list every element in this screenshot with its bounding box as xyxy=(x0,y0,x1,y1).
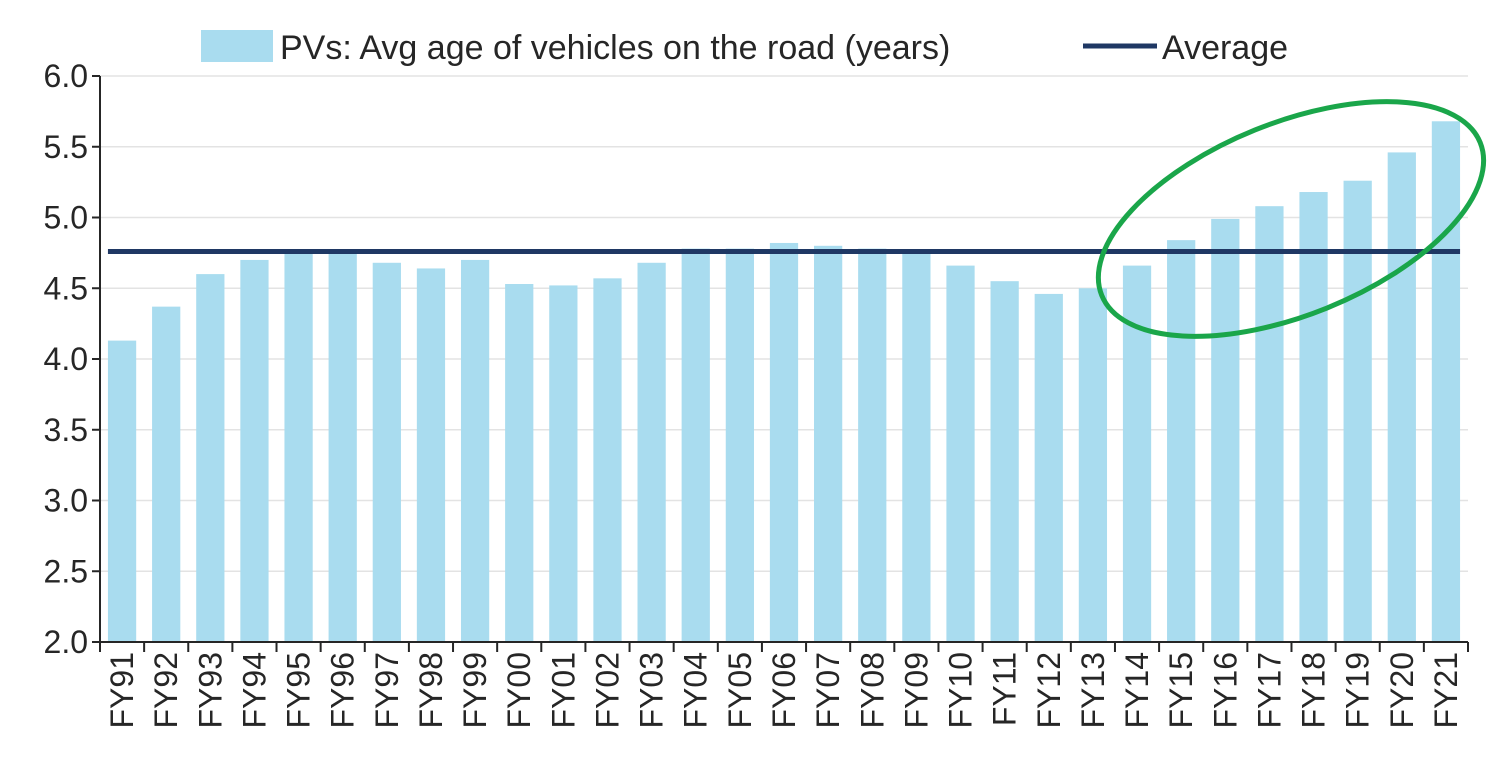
legend-label-average: Average xyxy=(1162,29,1288,67)
x-tick-label: FY21 xyxy=(1428,652,1464,728)
bar-fy02 xyxy=(593,278,622,642)
y-tick-label: 6.0 xyxy=(44,58,88,94)
bar-fy99 xyxy=(460,259,490,642)
x-tick-label: FY14 xyxy=(1119,652,1155,728)
x-tick-label: FY01 xyxy=(545,652,581,728)
x-tick-label: FY96 xyxy=(325,652,361,728)
x-tick-label: FY19 xyxy=(1340,652,1376,728)
x-tick-label: FY98 xyxy=(413,652,449,728)
x-tick-label: FY06 xyxy=(766,652,802,728)
bar-fy91 xyxy=(107,340,137,642)
y-tick-label: 2.0 xyxy=(44,624,88,660)
x-tick-label: FY20 xyxy=(1384,652,1420,728)
y-tick-label: 5.0 xyxy=(44,200,88,236)
bars xyxy=(107,121,1461,643)
x-tick-label: FY93 xyxy=(192,652,228,728)
legend-label-bars: PVs: Avg age of vehicles on the road (ye… xyxy=(280,29,950,67)
x-tick-label: FY04 xyxy=(678,652,714,728)
x-tick-label: FY92 xyxy=(148,652,184,728)
bar-fy13 xyxy=(1078,288,1108,642)
bar-fy95 xyxy=(284,251,313,642)
bar-fy15 xyxy=(1167,240,1196,642)
annotation-ellipse xyxy=(1095,99,1487,339)
bar-fy05 xyxy=(725,248,754,642)
x-tick-label: FY16 xyxy=(1207,652,1243,728)
x-tick-label: FY07 xyxy=(810,652,846,728)
x-tick-label: FY15 xyxy=(1163,652,1199,728)
bar-fy18 xyxy=(1299,192,1328,642)
bar-fy16 xyxy=(1211,218,1240,643)
x-tick-label: FY18 xyxy=(1296,652,1332,728)
bar-fy19 xyxy=(1343,180,1372,642)
bar-fy04 xyxy=(681,248,710,642)
x-tick-label: FY13 xyxy=(1075,652,1111,728)
bar-fy10 xyxy=(946,265,975,642)
bar-fy09 xyxy=(902,250,931,643)
bar-fy21 xyxy=(1431,121,1461,642)
x-tick-label: FY02 xyxy=(589,652,625,728)
x-tick-label: FY97 xyxy=(369,652,405,728)
x-tick-label: FY00 xyxy=(501,652,537,728)
bar-fy11 xyxy=(990,281,1019,642)
bar-fy93 xyxy=(196,274,225,642)
x-tick-label: FY99 xyxy=(457,652,493,728)
y-tick-label: 5.5 xyxy=(44,129,88,165)
bar-fy12 xyxy=(1034,293,1063,642)
x-tick-label: FY95 xyxy=(281,652,317,728)
x-tick-label: FY17 xyxy=(1251,652,1287,728)
bar-fy98 xyxy=(416,268,446,642)
x-tick-label: FY12 xyxy=(1031,652,1067,728)
y-tick-label: 3.0 xyxy=(44,483,88,519)
bar-fy94 xyxy=(240,259,269,642)
bar-fy00 xyxy=(505,284,534,642)
y-tick-label: 4.0 xyxy=(44,341,88,377)
bar-fy17 xyxy=(1255,206,1284,642)
bar-fy08 xyxy=(858,248,887,642)
y-tick-label: 4.5 xyxy=(44,270,88,306)
annotation xyxy=(1095,99,1487,339)
x-tick-label: FY94 xyxy=(236,652,272,728)
x-tick-label: FY03 xyxy=(634,652,670,728)
x-tick-labels: FY91 FY92 FY93 FY94 FY95 FY96 FY97 FY98 FY99 FY00… xyxy=(104,652,1464,728)
y-tick-labels: 2.0 2.5 3.0 3.5 4.0 4.5 5.0 5.5 6.0 xyxy=(44,58,88,660)
bar-fy03 xyxy=(637,262,666,642)
bar-fy96 xyxy=(328,251,357,642)
x-tick-label: FY91 xyxy=(104,652,140,728)
bar-fy97 xyxy=(372,262,401,642)
x-tick-label: FY10 xyxy=(943,652,979,728)
bar-fy92 xyxy=(152,306,181,642)
legend: PVs: Avg age of vehicles on the road (ye… xyxy=(201,29,1288,67)
x-tick-label: FY09 xyxy=(898,652,934,728)
y-tick-label: 3.5 xyxy=(44,412,88,448)
x-tick-label: FY11 xyxy=(987,652,1023,726)
y-tick-label: 2.5 xyxy=(44,553,88,589)
bar-fy01 xyxy=(549,285,578,642)
axes xyxy=(92,75,1469,652)
x-tick-label: FY05 xyxy=(722,652,758,728)
bar-fy07 xyxy=(814,245,843,643)
bar-fy20 xyxy=(1387,152,1416,642)
legend-swatch-bars xyxy=(201,30,273,62)
bar-fy06 xyxy=(769,242,799,642)
x-tick-label: FY08 xyxy=(854,652,890,728)
